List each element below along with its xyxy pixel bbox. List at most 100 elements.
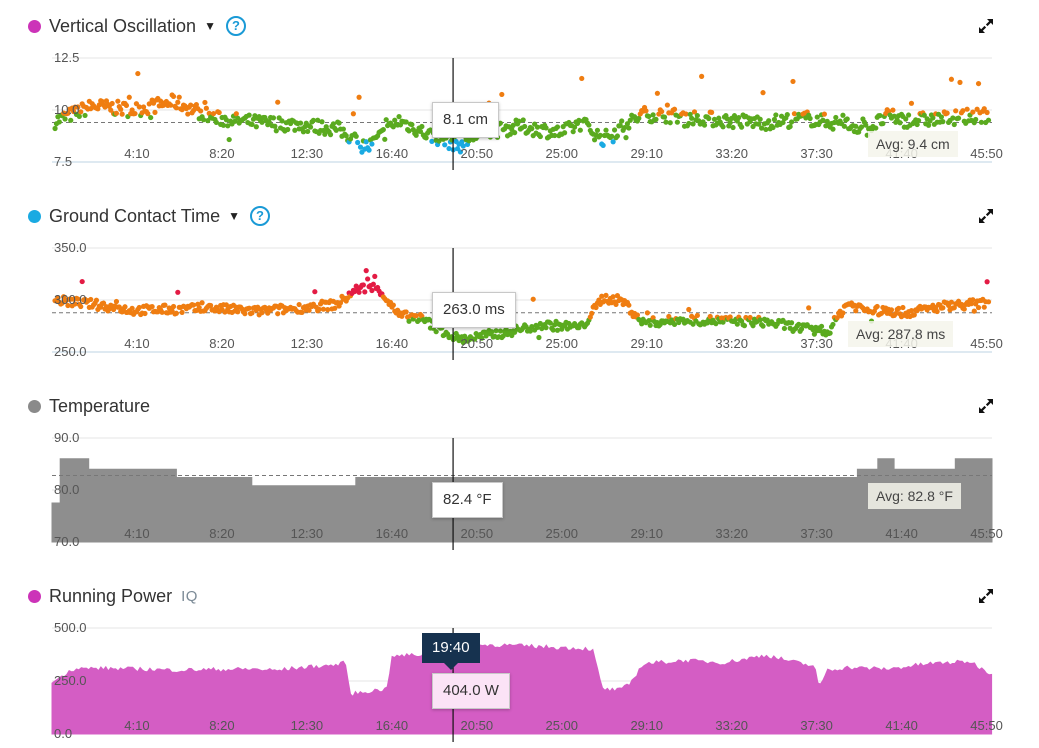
data-point (442, 142, 448, 148)
data-point (671, 321, 678, 328)
vertical-oscillation-chart: Vertical Oscillation ▼ ? 12.5 10.0 7.5 4:10… (0, 0, 1039, 190)
data-point (707, 313, 713, 320)
data-point (600, 142, 606, 148)
x-tick-label: 20:50 (461, 336, 494, 351)
data-point (205, 118, 211, 124)
data-point (720, 124, 726, 130)
dropdown-caret-icon[interactable]: ▼ (204, 19, 216, 33)
series-color-dot (28, 19, 41, 33)
data-point (429, 138, 435, 144)
plot-area[interactable]: 500.0 250.0 0.0 4:10 8:20 12:30 16:40 20:50 25:0… (0, 570, 1039, 748)
data-point (79, 278, 85, 285)
x-tick-label: 45:50 (970, 526, 1003, 541)
data-point (784, 112, 790, 118)
data-point (554, 327, 561, 333)
plot-area[interactable]: 90.0 80.0 70.0 4:10 8:20 12:30 16:40 20:50 25:00… (0, 380, 1039, 570)
data-point (591, 137, 598, 143)
data-point (948, 76, 955, 82)
y-tick-label: 7.5 (54, 154, 72, 169)
data-point (654, 90, 660, 96)
x-tick-label: 29:10 (630, 336, 663, 351)
x-tick-label: 12:30 (291, 336, 324, 351)
x-tick-label: 25:00 (545, 526, 578, 541)
data-point (333, 127, 339, 133)
data-point (259, 310, 265, 316)
data-point (650, 315, 656, 321)
data-point (706, 115, 712, 122)
plot-area[interactable]: 350.0 300.0 250.0 4:10 8:20 12:30 16:40 20:50 25… (0, 190, 1039, 380)
data-point (741, 323, 748, 329)
data-point (757, 116, 763, 122)
expand-icon[interactable] (976, 206, 996, 226)
data-point (811, 331, 817, 337)
data-point (807, 115, 813, 122)
y-tick-label: 10.0 (54, 102, 79, 117)
data-point (727, 314, 733, 320)
data-point (363, 139, 369, 145)
data-point (734, 321, 740, 327)
chart-header: Vertical Oscillation ▼ ? (28, 14, 246, 38)
data-point (547, 320, 553, 326)
data-point (149, 304, 155, 310)
data-point (406, 128, 412, 134)
data-point (841, 123, 847, 129)
plot-area[interactable]: 12.5 10.0 7.5 4:10 8:20 12:30 16:40 20:50 25:00 2… (0, 0, 1039, 190)
expand-icon[interactable] (976, 586, 996, 606)
y-tick-label: 250.0 (54, 344, 87, 359)
data-point (934, 308, 940, 315)
data-point (975, 304, 982, 311)
data-point (888, 307, 895, 313)
data-point (689, 115, 695, 121)
hover-tooltip: 404.0 W (432, 673, 510, 709)
data-point (543, 325, 549, 331)
data-point (666, 313, 672, 320)
data-point (199, 300, 205, 306)
data-point (403, 119, 409, 125)
hover-tooltip: 263.0 ms (432, 292, 516, 328)
y-tick-label: 90.0 (54, 430, 79, 445)
data-point (520, 117, 526, 123)
data-point (266, 119, 272, 125)
data-point (636, 115, 642, 121)
data-point (493, 328, 499, 334)
data-point (906, 112, 912, 118)
chart-title: Vertical Oscillation (49, 15, 197, 36)
x-tick-label: 29:10 (630, 718, 663, 733)
data-point (319, 119, 325, 125)
data-point (516, 118, 522, 124)
data-point (235, 309, 241, 315)
expand-icon[interactable] (976, 396, 996, 416)
chart-title: Temperature (49, 395, 151, 416)
data-point (315, 117, 321, 123)
dropdown-caret-icon[interactable]: ▼ (228, 209, 240, 223)
data-point (543, 125, 549, 131)
data-point (938, 114, 945, 120)
data-point (382, 136, 388, 142)
help-icon[interactable]: ? (249, 206, 270, 226)
data-point (454, 333, 461, 339)
data-point (78, 303, 84, 310)
data-point (577, 127, 583, 133)
data-point (242, 311, 248, 317)
data-point (610, 294, 616, 300)
data-point (643, 108, 649, 114)
data-point (93, 297, 100, 303)
data-point (457, 149, 464, 155)
help-icon[interactable]: ? (225, 16, 246, 36)
data-point (814, 114, 820, 120)
data-point (76, 113, 82, 119)
data-point (62, 116, 68, 122)
data-point (619, 118, 625, 124)
data-point (210, 111, 217, 117)
data-point (410, 127, 416, 133)
x-tick-label: 16:40 (376, 146, 409, 161)
data-point (981, 106, 987, 112)
data-point (325, 307, 331, 313)
expand-icon[interactable] (976, 16, 996, 36)
data-point (691, 109, 698, 115)
data-point (594, 127, 601, 133)
data-point (220, 122, 227, 128)
data-point (908, 308, 915, 314)
data-point (72, 301, 78, 307)
data-point (369, 287, 375, 294)
